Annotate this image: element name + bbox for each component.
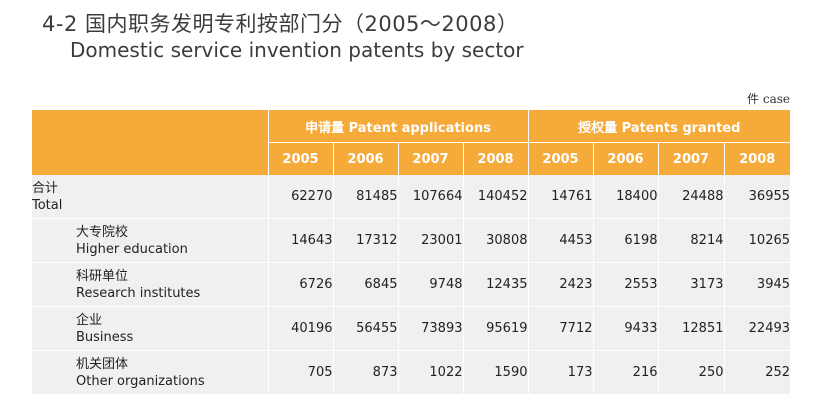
year-header: 2005 bbox=[527, 142, 593, 175]
table-cell: 6198 bbox=[592, 218, 658, 263]
table-cell: 250 bbox=[657, 350, 724, 395]
row-label-zh: 合计 bbox=[32, 180, 59, 196]
row-label-en: Higher education bbox=[76, 241, 188, 257]
table-cell: 140452 bbox=[462, 175, 528, 219]
table-row-higher-education: 大专院校 Higher education 14643 17312 23001 … bbox=[32, 218, 791, 263]
table-cell: 95619 bbox=[462, 306, 528, 351]
table-cell: 40196 bbox=[267, 306, 333, 351]
table-row-total: 合计 Total 62270 81485 107664 140452 14761… bbox=[32, 175, 791, 219]
table-cell: 3945 bbox=[723, 262, 791, 307]
table-cell: 873 bbox=[332, 350, 398, 395]
table-cell: 107664 bbox=[397, 175, 463, 219]
header-corner bbox=[32, 110, 268, 175]
row-label: 企业 Business bbox=[32, 306, 268, 351]
table-cell: 14643 bbox=[267, 218, 333, 263]
table-cell: 8214 bbox=[657, 218, 724, 263]
row-label-zh: 科研单位 bbox=[76, 268, 129, 284]
page-title-en: Domestic service invention patents by se… bbox=[70, 38, 524, 62]
table-cell: 56455 bbox=[332, 306, 398, 351]
table-cell: 3173 bbox=[657, 262, 724, 307]
row-label-zh: 机关团体 bbox=[76, 356, 129, 372]
row-label: 科研单位 Research institutes bbox=[32, 262, 268, 307]
table-cell: 173 bbox=[527, 350, 593, 395]
table-row-research-institutes: 科研单位 Research institutes 6726 6845 9748 … bbox=[32, 262, 791, 307]
table-cell: 2553 bbox=[592, 262, 658, 307]
year-header: 2007 bbox=[397, 142, 463, 175]
table-cell: 62270 bbox=[267, 175, 333, 219]
table-cell: 24488 bbox=[657, 175, 724, 219]
table-cell: 14761 bbox=[527, 175, 593, 219]
table-cell: 10265 bbox=[723, 218, 791, 263]
table-cell: 73893 bbox=[397, 306, 463, 351]
table-cell: 12435 bbox=[462, 262, 528, 307]
table-cell: 7712 bbox=[527, 306, 593, 351]
table-cell: 1590 bbox=[462, 350, 528, 395]
row-label-zh: 大专院校 bbox=[76, 224, 129, 240]
group-header-applications: 申请量 Patent applications bbox=[267, 110, 528, 143]
table-cell: 4453 bbox=[527, 218, 593, 263]
year-header: 2008 bbox=[462, 142, 528, 175]
row-label-en: Total bbox=[32, 197, 63, 213]
row-label: 合计 Total bbox=[32, 175, 268, 219]
unit-label: 件 case bbox=[747, 92, 790, 106]
page-title-zh: 4-2 国内职务发明专利按部门分（2005～2008） bbox=[42, 12, 519, 36]
table-cell: 1022 bbox=[397, 350, 463, 395]
table-cell: 216 bbox=[592, 350, 658, 395]
table-row-business: 企业 Business 40196 56455 73893 95619 7712… bbox=[32, 306, 791, 351]
table-cell: 81485 bbox=[332, 175, 398, 219]
table-cell: 252 bbox=[723, 350, 791, 395]
row-label-zh: 企业 bbox=[76, 312, 103, 328]
table-cell: 22493 bbox=[723, 306, 791, 351]
table-cell: 6726 bbox=[267, 262, 333, 307]
row-label-en: Business bbox=[76, 329, 134, 345]
table-cell: 705 bbox=[267, 350, 333, 395]
table-cell: 23001 bbox=[397, 218, 463, 263]
row-label: 机关团体 Other organizations bbox=[32, 350, 268, 395]
table-row-other-organizations: 机关团体 Other organizations 705 873 1022 15… bbox=[32, 350, 791, 395]
table-cell: 18400 bbox=[592, 175, 658, 219]
table-cell: 2423 bbox=[527, 262, 593, 307]
table-cell: 17312 bbox=[332, 218, 398, 263]
row-label-en: Other organizations bbox=[76, 373, 205, 389]
table-cell: 30808 bbox=[462, 218, 528, 263]
year-header: 2008 bbox=[723, 142, 791, 175]
table-cell: 9748 bbox=[397, 262, 463, 307]
table-cell: 36955 bbox=[723, 175, 791, 219]
year-header: 2006 bbox=[592, 142, 658, 175]
row-label-en: Research institutes bbox=[76, 285, 201, 301]
patents-table: 申请量 Patent applications 授权量 Patents gran… bbox=[32, 110, 791, 395]
table-cell: 12851 bbox=[657, 306, 724, 351]
year-header: 2007 bbox=[657, 142, 724, 175]
group-header-granted: 授权量 Patents granted bbox=[527, 110, 791, 143]
year-header: 2005 bbox=[267, 142, 333, 175]
year-header: 2006 bbox=[332, 142, 398, 175]
table-cell: 6845 bbox=[332, 262, 398, 307]
row-label: 大专院校 Higher education bbox=[32, 218, 268, 263]
table-cell: 9433 bbox=[592, 306, 658, 351]
